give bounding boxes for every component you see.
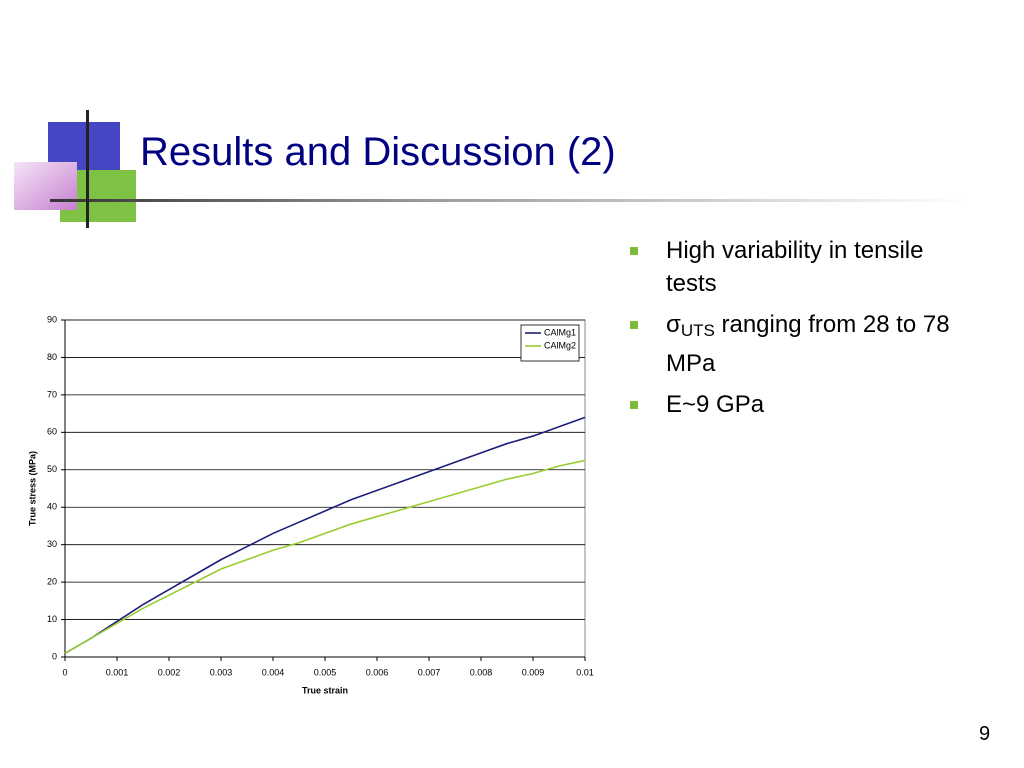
plot-area bbox=[64, 319, 586, 658]
chart: 0 10 20 30 40 50 60 70 80 90 0 0.001 0.002 0.003 0.004… bbox=[27, 314, 593, 695]
y-tick-label: 90 bbox=[47, 314, 57, 324]
y-tick-label: 30 bbox=[47, 539, 57, 549]
legend-label: CAlMg1 bbox=[544, 327, 576, 337]
slide-title: Results and Discussion (2) bbox=[140, 130, 616, 174]
legend-label: CAlMg2 bbox=[544, 340, 576, 350]
bullet-marker bbox=[630, 247, 638, 255]
x-tick-label: 0.009 bbox=[522, 667, 545, 677]
bullet-symbol: σ bbox=[666, 311, 681, 338]
y-axis-label: True stress (MPa) bbox=[27, 451, 37, 526]
y-tick-label: 70 bbox=[47, 389, 57, 399]
y-tick-label: 20 bbox=[47, 576, 57, 586]
bullet-subscript: UTS bbox=[680, 321, 715, 340]
deco-vertical-line bbox=[86, 110, 89, 228]
x-tick-label: 0.008 bbox=[470, 667, 493, 677]
x-tick-label: 0.003 bbox=[210, 667, 233, 677]
data-line bbox=[64, 459, 586, 654]
x-tick-label: 0.001 bbox=[106, 667, 129, 677]
x-tick-label: 0.005 bbox=[314, 667, 337, 677]
data-line bbox=[64, 416, 586, 654]
deco-pink-square bbox=[14, 162, 77, 210]
bullet-marker bbox=[630, 321, 638, 329]
x-tick-label: 0.01 bbox=[576, 667, 594, 677]
bullet: High variability in tensile tests bbox=[630, 234, 970, 300]
x-tick-label: 0.007 bbox=[418, 667, 441, 677]
x-tick-label: 0.002 bbox=[158, 667, 181, 677]
bullet-marker bbox=[630, 401, 638, 409]
bullet-text: High variability in tensile tests bbox=[666, 237, 924, 297]
bullet: E~9 GPa bbox=[630, 388, 970, 421]
page-number: 9 bbox=[979, 723, 991, 745]
y-tick-label: 60 bbox=[47, 427, 57, 437]
y-tick-label: 40 bbox=[47, 502, 57, 512]
bullet-text: E~9 GPa bbox=[666, 391, 765, 418]
deco-rule bbox=[50, 199, 970, 202]
y-tick-label: 0 bbox=[52, 651, 57, 661]
y-tick-label: 50 bbox=[47, 464, 57, 474]
x-tick-label: 0.006 bbox=[366, 667, 389, 677]
bullet-list: High variability in tensile tests σUTS r… bbox=[630, 234, 970, 429]
x-tick-label: 0 bbox=[62, 667, 67, 677]
legend-box bbox=[520, 324, 580, 362]
x-axis-label: True strain bbox=[302, 685, 348, 695]
bullet-text: ranging from 28 to 78 MPa bbox=[666, 311, 950, 377]
y-tick-label: 10 bbox=[47, 614, 57, 624]
x-tick-label: 0.004 bbox=[262, 667, 285, 677]
y-tick-label: 80 bbox=[47, 352, 57, 362]
bullet: σUTS ranging from 28 to 78 MPa bbox=[630, 308, 970, 380]
